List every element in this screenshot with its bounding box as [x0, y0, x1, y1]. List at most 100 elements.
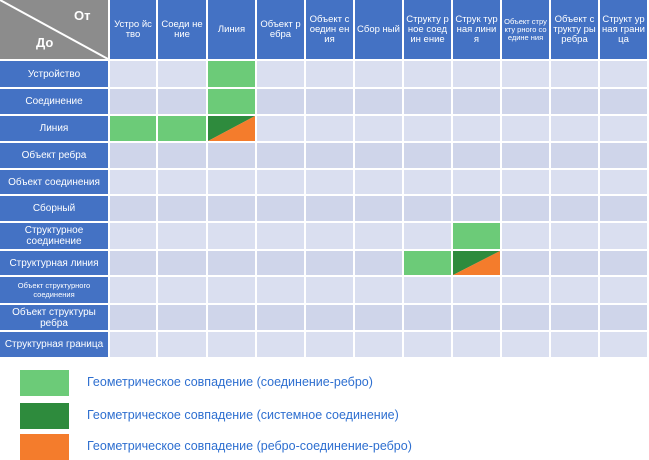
legend-label: Геометрическое совпадение (соединение-ре…	[87, 375, 373, 389]
matrix-cell-empty	[110, 143, 156, 168]
matrix-cell-empty	[257, 332, 304, 357]
matrix-cell-empty	[257, 196, 304, 221]
row-header: Объект структуры ребра	[0, 305, 108, 330]
matrix-cell-empty	[502, 89, 549, 114]
legend-item-orange: Геометрическое совпадение (ребро-соедине…	[20, 434, 640, 460]
matrix-cell-empty	[208, 223, 255, 249]
matrix-cell-empty	[257, 170, 304, 194]
matrix-cell-empty	[404, 143, 451, 168]
matrix-cell-empty	[453, 277, 500, 303]
matrix-cell-empty	[257, 143, 304, 168]
matrix-cell-empty	[453, 116, 500, 141]
matrix-cell-light-green	[404, 251, 451, 275]
matrix-cell-empty	[110, 277, 156, 303]
matrix-cell-empty	[158, 170, 206, 194]
row-header: Структурная линия	[0, 251, 108, 275]
matrix-cell-empty	[600, 143, 647, 168]
matrix-cell-empty	[551, 196, 598, 221]
matrix-cell-empty	[158, 305, 206, 330]
column-header: Соеди нение	[158, 0, 206, 59]
matrix-cell-split	[208, 116, 255, 141]
column-header: Структу рное соедин ение	[404, 0, 451, 59]
matrix-corner-header: От До	[0, 0, 109, 60]
matrix-cell-empty	[502, 61, 549, 87]
matrix-cell-empty	[404, 332, 451, 357]
matrix-cell-empty	[502, 196, 549, 221]
matrix-cell-empty	[110, 305, 156, 330]
matrix-cell-empty	[158, 277, 206, 303]
matrix-cell-empty	[600, 223, 647, 249]
matrix-cell-empty	[600, 251, 647, 275]
matrix-cell-empty	[551, 116, 598, 141]
matrix-cell-empty	[355, 305, 402, 330]
matrix-cell-empty	[551, 61, 598, 87]
matrix-cell-empty	[306, 223, 353, 249]
matrix-cell-empty	[306, 251, 353, 275]
matrix-cell-empty	[551, 251, 598, 275]
matrix-cell-empty	[110, 61, 156, 87]
column-header: Объект соедин ения	[306, 0, 353, 59]
matrix-cell-empty	[306, 277, 353, 303]
matrix-cell-empty	[110, 196, 156, 221]
matrix-cell-empty	[257, 277, 304, 303]
matrix-cell-empty	[404, 305, 451, 330]
matrix-cell-empty	[600, 277, 647, 303]
matrix-cell-empty	[600, 116, 647, 141]
matrix-cell-empty	[453, 305, 500, 330]
matrix-cell-split	[453, 251, 500, 275]
orange-half	[453, 251, 500, 275]
matrix-cell-empty	[502, 305, 549, 330]
column-header: Линия	[208, 0, 255, 59]
matrix-cell-empty	[551, 170, 598, 194]
matrix-cell-empty	[355, 223, 402, 249]
row-header: Объект структурного соединения	[0, 277, 108, 303]
matrix-cell-empty	[306, 61, 353, 87]
matrix-cell-empty	[208, 143, 255, 168]
matrix-cell-empty	[502, 223, 549, 249]
matrix-cell-empty	[208, 251, 255, 275]
matrix-cell-empty	[208, 332, 255, 357]
from-label: От	[74, 8, 91, 23]
matrix-cell-empty	[600, 89, 647, 114]
matrix-cell-empty	[257, 89, 304, 114]
matrix-cell-empty	[306, 332, 353, 357]
split-cell-graphic	[208, 116, 255, 141]
matrix-cell-empty	[502, 277, 549, 303]
matrix-cell-empty	[355, 89, 402, 114]
column-header: Объект структу ры ребра	[551, 0, 598, 59]
matrix-cell-empty	[110, 170, 156, 194]
matrix-cell-empty	[453, 89, 500, 114]
matrix-cell-empty	[158, 196, 206, 221]
matrix-cell-empty	[208, 305, 255, 330]
matrix-cell-empty	[600, 305, 647, 330]
matrix-cell-empty	[502, 251, 549, 275]
row-header: Линия	[0, 116, 108, 141]
orange-half	[208, 116, 255, 141]
matrix-cell-empty	[306, 305, 353, 330]
matrix-cell-empty	[404, 116, 451, 141]
row-header: Объект соединения	[0, 170, 108, 194]
matrix-cell-empty	[600, 61, 647, 87]
matrix-cell-empty	[208, 277, 255, 303]
column-header: Сбор ный	[355, 0, 402, 59]
column-header: Струк турная линия	[453, 0, 500, 59]
matrix-cell-empty	[257, 251, 304, 275]
row-header: Устройство	[0, 61, 108, 87]
matrix-cell-light-green	[453, 223, 500, 249]
matrix-cell-empty	[208, 196, 255, 221]
matrix-cell-empty	[306, 143, 353, 168]
matrix-cell-empty	[502, 143, 549, 168]
matrix-cell-empty	[404, 170, 451, 194]
matrix-cell-empty	[404, 196, 451, 221]
matrix-cell-empty	[453, 143, 500, 168]
matrix-cell-empty	[453, 170, 500, 194]
matrix-cell-empty	[502, 116, 549, 141]
column-header: Устро йство	[110, 0, 156, 59]
matrix-cell-empty	[110, 223, 156, 249]
legend-label: Геометрическое совпадение (ребро-соедине…	[87, 439, 412, 453]
matrix-cell-empty	[551, 332, 598, 357]
matrix-cell-empty	[158, 143, 206, 168]
matrix-cell-empty	[355, 116, 402, 141]
column-header: Структ урная грани ца	[600, 0, 647, 59]
matrix-cell-empty	[158, 332, 206, 357]
